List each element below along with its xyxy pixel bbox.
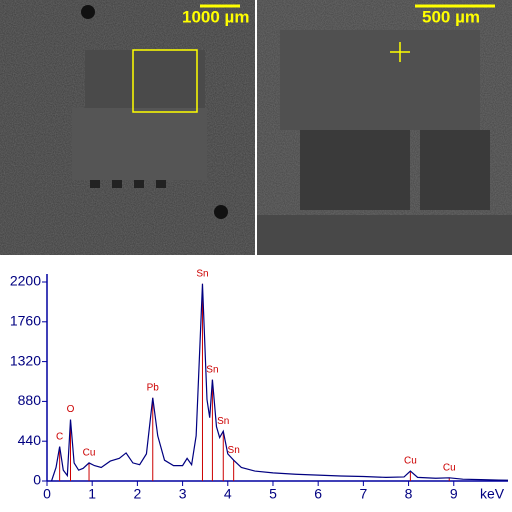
y-tick-label: 440 [18,432,42,448]
y-tick-label: 1320 [10,352,41,368]
y-tick-label: 0 [33,472,41,488]
y-tick-label: 880 [18,392,42,408]
peak-label: Cu [83,448,96,459]
x-tick-label: 4 [224,486,232,502]
spectrum-chart: 0 440 880 1320 1760 2200 0 1 2 3 4 5 6 7 8 9 keV C O Cu Pb Sn… [10,268,509,502]
x-tick-label: 1 [88,486,96,502]
x-tick-label: 9 [450,486,458,502]
sem-image-left: 1000 µm [0,0,255,255]
x-tick-label: 3 [179,486,187,502]
peak-label: Sn [228,445,240,456]
sem-image-right: 500 µm [257,0,512,255]
x-tick-label: 8 [405,486,413,502]
scale-label: 1000 µm [182,7,249,26]
peak-label: C [56,431,63,442]
x-tick-label: 6 [314,486,322,502]
x-tick-label: 5 [269,486,277,502]
x-tick-label: 0 [43,486,51,502]
peak-label: Cu [404,456,417,467]
peak-label: Pb [147,382,160,393]
x-axis-label: keV [480,486,505,502]
y-tick-label: 2200 [10,273,41,289]
spectrum-line [50,283,509,482]
x-tick-label: 2 [133,486,141,502]
peak-label: Sn [217,416,229,427]
peak-label: O [67,404,75,415]
peak-label: Sn [206,364,218,375]
x-tick-label: 7 [359,486,367,502]
peak-label: Sn [196,268,208,279]
scale-label: 500 µm [422,7,480,26]
y-tick-label: 1760 [10,313,41,329]
peak-label: Cu [443,462,456,473]
